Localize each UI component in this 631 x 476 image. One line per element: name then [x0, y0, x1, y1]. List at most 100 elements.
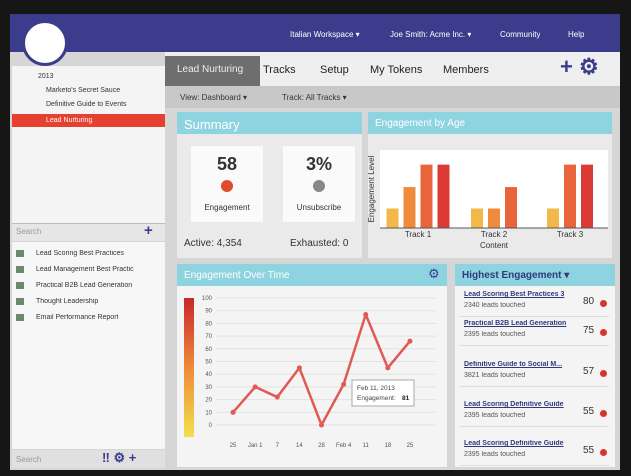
- metric-label: Unsubscribe: [296, 203, 342, 212]
- program-item[interactable]: Email Performance Report: [16, 314, 118, 321]
- sidebar-search: [12, 223, 165, 241]
- search-input[interactable]: Search: [16, 227, 42, 236]
- tab[interactable]: Setup: [320, 64, 349, 76]
- separator: [459, 426, 609, 427]
- bar: [471, 208, 483, 228]
- y-tick-label: 50: [205, 360, 212, 366]
- community-link[interactable]: Community: [500, 30, 541, 39]
- x-tick-label: Track 2: [481, 230, 508, 239]
- x-tick-label: 28: [318, 443, 325, 449]
- bar: [403, 187, 416, 228]
- separator: [459, 465, 609, 466]
- item-leads: 2340 leads touched: [464, 302, 526, 309]
- score-dot: [600, 329, 607, 336]
- item-name[interactable]: Lead Scoring Definitive Guide: [464, 440, 564, 447]
- y-tick-label: 100: [202, 296, 213, 302]
- tree-item-selected[interactable]: Lead Nurturing: [12, 114, 165, 127]
- panel-title: Engagement Over Time: [177, 264, 447, 286]
- program-item[interactable]: Lead Management Best Practic: [16, 266, 134, 273]
- x-axis-label: Content: [480, 241, 509, 250]
- tree: 2013 Marketo's Secret Sauce Definitive Gui…: [12, 70, 165, 140]
- item-score: 57: [583, 366, 595, 377]
- tooltip-date: Feb 11, 2013: [357, 385, 395, 392]
- item-leads: 2395 leads touched: [464, 331, 526, 338]
- item-score: 55: [583, 445, 595, 456]
- exhausted-count: Exhausted: 0: [290, 238, 349, 249]
- bottom-icons[interactable]: ‼ ⚙ +: [102, 450, 137, 465]
- item-score: 55: [583, 406, 595, 417]
- program-item[interactable]: Thought Leadership: [16, 298, 98, 305]
- user-menu[interactable]: Joe Smith: Acme Inc. ▾: [390, 30, 472, 39]
- bar: [505, 187, 517, 228]
- sidebar-bottom: [12, 450, 165, 468]
- x-tick-label: Feb 4: [336, 443, 352, 449]
- bar: [420, 164, 433, 228]
- tooltip-value: 81: [402, 395, 410, 402]
- bar: [488, 208, 500, 228]
- separator: [459, 386, 609, 387]
- panel-title: Summary: [177, 112, 362, 134]
- point: [274, 394, 280, 400]
- score-dot: [600, 370, 607, 377]
- x-tick-label: 25: [407, 443, 414, 449]
- track-menu[interactable]: Track: All Tracks ▾: [282, 93, 347, 102]
- logo: [22, 20, 68, 66]
- highest-panel: [455, 264, 615, 467]
- metric-icon: [313, 180, 325, 192]
- metrics: 58 Engagement 3% Unsubscribe: [177, 146, 362, 226]
- x-tick-label: Track 3: [557, 230, 584, 239]
- settings-icon[interactable]: ⚙: [428, 266, 440, 281]
- y-tick-label: 70: [205, 334, 212, 340]
- item-score: 80: [583, 296, 595, 307]
- view-menu[interactable]: View: Dashboard ▾: [180, 93, 248, 102]
- panel-title: Engagement by Age: [368, 112, 612, 134]
- x-tick-label: 11: [363, 443, 370, 449]
- metric-value: 58: [216, 154, 238, 174]
- tooltip-label: Engagement:: [357, 395, 396, 402]
- item-name[interactable]: Lead Scoring Definitive Guide: [464, 401, 564, 408]
- program-item[interactable]: Practical B2B Lead Generation: [16, 282, 132, 289]
- bar: [564, 164, 576, 228]
- color-scale: [184, 298, 194, 437]
- bottom-search[interactable]: Search: [16, 455, 42, 464]
- x-tick-label: 14: [296, 443, 303, 449]
- point: [296, 365, 302, 371]
- tooltip: [351, 379, 415, 407]
- tab[interactable]: Tracks: [263, 64, 296, 76]
- y-tick-label: 90: [205, 309, 212, 315]
- active-count: Active: 4,354: [184, 238, 242, 249]
- tab-active[interactable]: Lead Nurturing: [165, 56, 260, 86]
- help-link[interactable]: Help: [568, 30, 585, 39]
- point: [407, 338, 413, 344]
- point: [385, 365, 391, 371]
- bar: [437, 164, 450, 228]
- item-leads: 2395 leads touched: [464, 451, 526, 458]
- workspace-menu[interactable]: Italian Workspace ▾: [290, 30, 360, 39]
- program-item[interactable]: Lead Scoring Best Practices: [16, 250, 124, 257]
- item-leads: 2395 leads touched: [464, 412, 526, 419]
- tree-item[interactable]: Marketo's Secret Sauce: [46, 87, 121, 94]
- x-tick-label: 25: [230, 443, 237, 449]
- tree-item[interactable]: 2013: [38, 73, 54, 80]
- score-dot: [600, 410, 607, 417]
- point: [319, 422, 324, 428]
- item-name[interactable]: Definitive Guide to Social M...: [464, 361, 563, 368]
- separator: [459, 316, 609, 317]
- x-tick-label: 7: [276, 443, 280, 449]
- y-tick-label: 20: [205, 398, 212, 404]
- add-icon[interactable]: +: [144, 222, 153, 239]
- item-name[interactable]: Practical B2B Lead Generation: [464, 320, 567, 327]
- item-name[interactable]: Lead Scoring Best Practices 3: [464, 291, 565, 298]
- y-tick-label: 30: [205, 385, 212, 391]
- tree-item[interactable]: Definitive Guide to Events: [46, 101, 127, 108]
- score-dot: [600, 449, 607, 456]
- program-list: Lead Scoring Best Practices Lead Manageme…: [12, 242, 165, 449]
- tab[interactable]: My Tokens: [370, 64, 423, 76]
- bar: [547, 208, 559, 228]
- panel-title[interactable]: Highest Engagement ▾: [455, 264, 615, 286]
- tabs: Lead Nurturing Tracks Setup My Tokens Member…: [165, 52, 565, 86]
- tab[interactable]: Members: [443, 64, 489, 76]
- bar: [386, 208, 399, 228]
- tab-icons[interactable]: + ⚙: [560, 54, 599, 79]
